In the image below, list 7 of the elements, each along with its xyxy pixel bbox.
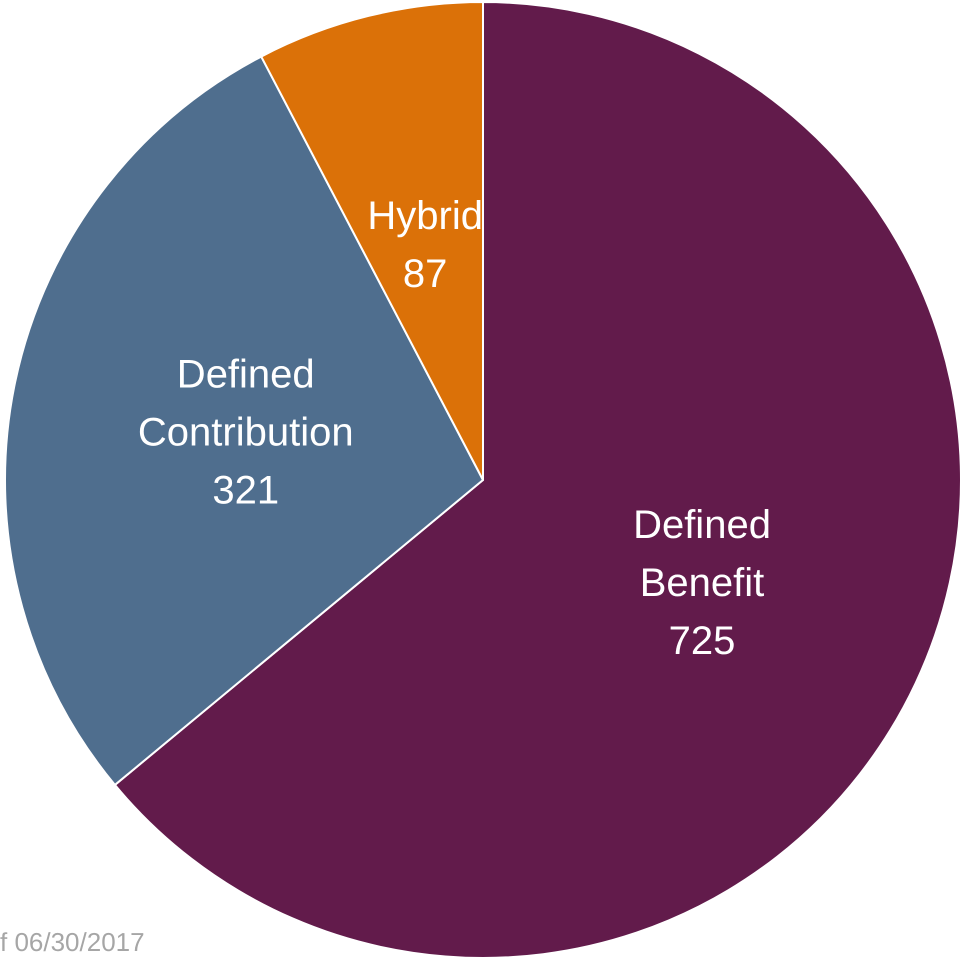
text: f 06/30/2017	[0, 927, 145, 957]
slice-label: Hybrid	[367, 194, 483, 238]
slice-label: Defined Benefit	[633, 502, 771, 605]
data-label: 725	[668, 618, 736, 663]
data-label: 321	[212, 468, 280, 512]
data-label: 87	[402, 252, 448, 296]
slice-label: Defined Contribution	[138, 352, 354, 454]
